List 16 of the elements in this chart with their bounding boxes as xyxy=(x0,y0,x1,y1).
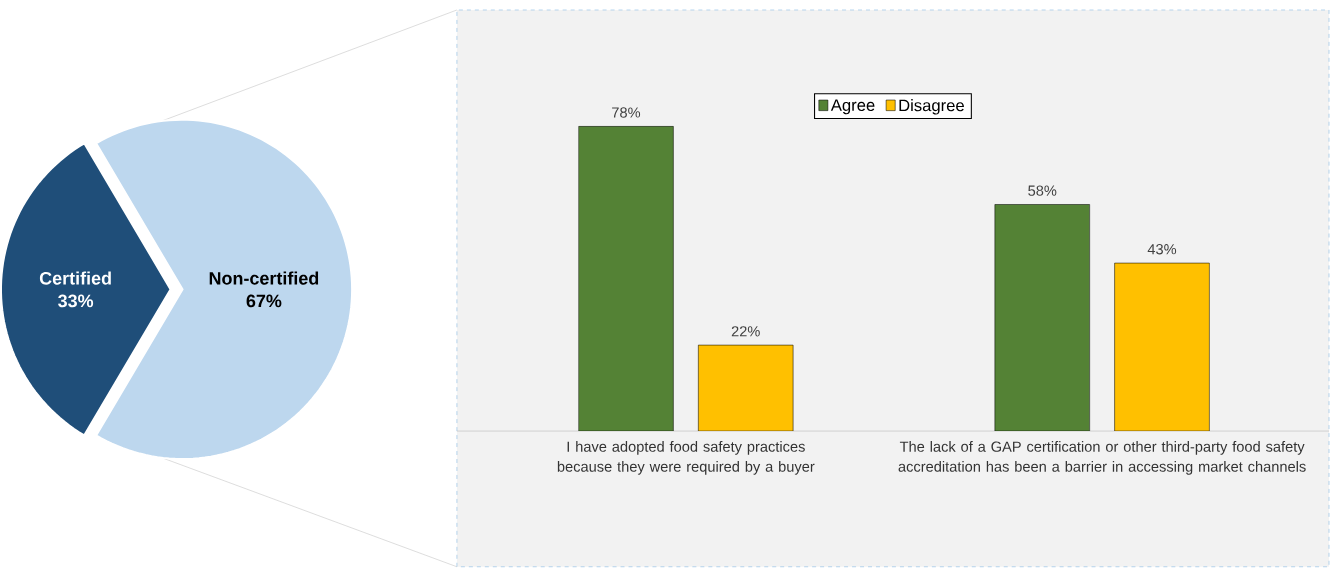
data-label: 67% xyxy=(246,294,282,308)
slice-label: Non-certified xyxy=(209,271,319,285)
legend-label: Disagree xyxy=(899,99,964,115)
data-label: 22% xyxy=(731,326,760,337)
data-label: 58% xyxy=(1028,185,1057,196)
legend-label: Agree xyxy=(830,99,875,115)
bar xyxy=(994,204,1090,432)
bar xyxy=(698,344,794,432)
data-label: 43% xyxy=(1147,244,1177,255)
x-tick-label: The lack of a GAP certification or other third-party food safety accreditation has been a barrier in accessing market channels xyxy=(898,441,1306,475)
data-label: 33% xyxy=(58,294,94,308)
data-label: 78% xyxy=(612,107,641,118)
bar xyxy=(578,126,674,432)
slice-label: Certified xyxy=(39,271,111,285)
x-tick-label: I have adopted food safety practices because they were required by a buyer xyxy=(557,441,815,475)
bar xyxy=(1114,262,1210,432)
